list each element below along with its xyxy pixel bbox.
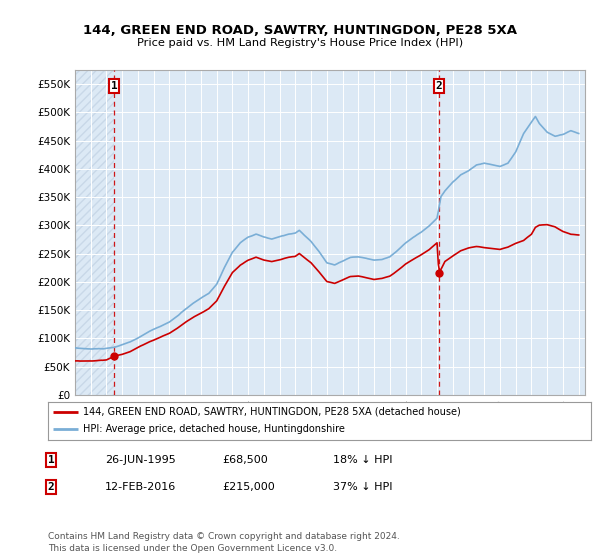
Text: Price paid vs. HM Land Registry's House Price Index (HPI): Price paid vs. HM Land Registry's House …	[137, 38, 463, 48]
Text: HPI: Average price, detached house, Huntingdonshire: HPI: Average price, detached house, Hunt…	[83, 424, 345, 435]
Text: 37% ↓ HPI: 37% ↓ HPI	[333, 482, 392, 492]
Text: 2: 2	[47, 482, 55, 492]
Text: 144, GREEN END ROAD, SAWTRY, HUNTINGDON, PE28 5XA (detached house): 144, GREEN END ROAD, SAWTRY, HUNTINGDON,…	[83, 407, 461, 417]
Text: £68,500: £68,500	[222, 455, 268, 465]
Text: 144, GREEN END ROAD, SAWTRY, HUNTINGDON, PE28 5XA: 144, GREEN END ROAD, SAWTRY, HUNTINGDON,…	[83, 24, 517, 36]
Text: 26-JUN-1995: 26-JUN-1995	[105, 455, 176, 465]
Text: £215,000: £215,000	[222, 482, 275, 492]
Text: 2: 2	[436, 81, 442, 91]
Text: 12-FEB-2016: 12-FEB-2016	[105, 482, 176, 492]
Text: 1: 1	[111, 81, 118, 91]
Text: 18% ↓ HPI: 18% ↓ HPI	[333, 455, 392, 465]
Bar	[75, 70, 114, 395]
Text: 1: 1	[47, 455, 55, 465]
Text: Contains HM Land Registry data © Crown copyright and database right 2024.
This d: Contains HM Land Registry data © Crown c…	[48, 533, 400, 553]
